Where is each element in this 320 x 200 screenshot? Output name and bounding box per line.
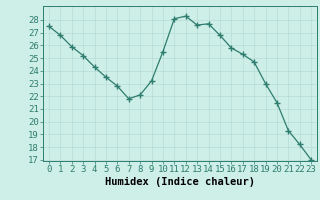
X-axis label: Humidex (Indice chaleur): Humidex (Indice chaleur) — [105, 177, 255, 187]
